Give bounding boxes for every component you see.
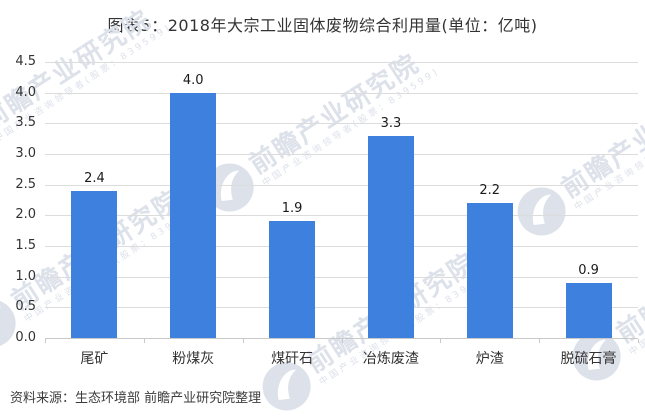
- gridline: [45, 307, 638, 309]
- bar-value-label: 0.9: [578, 262, 599, 278]
- plot-area: 2.4 4.0 1.9 3.3 2.2 0.9: [45, 62, 638, 339]
- bar: [565, 282, 612, 338]
- bar: [71, 190, 118, 338]
- gridline: [45, 154, 638, 155]
- gridline: [45, 246, 638, 247]
- gridline: [45, 92, 638, 94]
- bar: [466, 203, 513, 338]
- bar-value-label: 1.9: [281, 201, 303, 217]
- gridline: [45, 184, 638, 186]
- x-category-label: 煤矸石: [271, 351, 314, 367]
- y-tick-label: 0.5: [15, 299, 36, 315]
- x-category-label: 冶炼废渣: [362, 351, 419, 367]
- axis-tick: [242, 339, 244, 343]
- gridline: [45, 123, 638, 125]
- y-tick-label: 0.0: [15, 330, 36, 345]
- x-category-label: 脱硫石膏: [560, 351, 617, 367]
- bar: [367, 135, 414, 338]
- bar: [170, 92, 217, 338]
- axis-tick: [143, 339, 145, 343]
- gridline: [45, 62, 638, 63]
- bar-value-label: 4.0: [182, 72, 204, 88]
- axis-tick: [539, 339, 541, 343]
- x-category-label: 粉煤灰: [172, 351, 215, 367]
- bar: [269, 221, 316, 338]
- y-tick-label: 1.5: [15, 238, 36, 253]
- gridline: [45, 215, 638, 217]
- bar-value-label: 2.2: [479, 183, 501, 199]
- axis-tick: [638, 339, 639, 343]
- y-tick-label: 2.0: [15, 207, 36, 223]
- axis-tick: [45, 339, 46, 343]
- source-note: 资料来源：生态环境部 前瞻产业研究院整理: [10, 391, 262, 406]
- y-tick-label: 2.5: [15, 176, 36, 192]
- bar-value-label: 2.4: [84, 170, 105, 186]
- bar-value-label: 3.3: [380, 115, 402, 131]
- x-category-label: 炉渣: [475, 351, 504, 367]
- x-axis-line: [45, 338, 638, 339]
- y-tick-label: 4.0: [15, 84, 36, 100]
- y-tick-label: 3.0: [15, 146, 36, 161]
- chart-title: 图表5：2018年大宗工业固体废物综合利用量(单位：亿吨): [107, 16, 538, 35]
- x-category-label: 尾矿: [80, 351, 109, 367]
- y-tick-label: 1.0: [15, 268, 36, 284]
- x-axis: 尾矿 粉煤灰 煤矸石 冶炼废渣 炉渣 脱硫石膏: [45, 348, 638, 368]
- y-tick-label: 3.5: [15, 115, 36, 131]
- gridline: [45, 276, 638, 278]
- axis-tick: [440, 339, 442, 343]
- y-tick-label: 4.5: [15, 54, 36, 69]
- axis-tick: [341, 339, 343, 343]
